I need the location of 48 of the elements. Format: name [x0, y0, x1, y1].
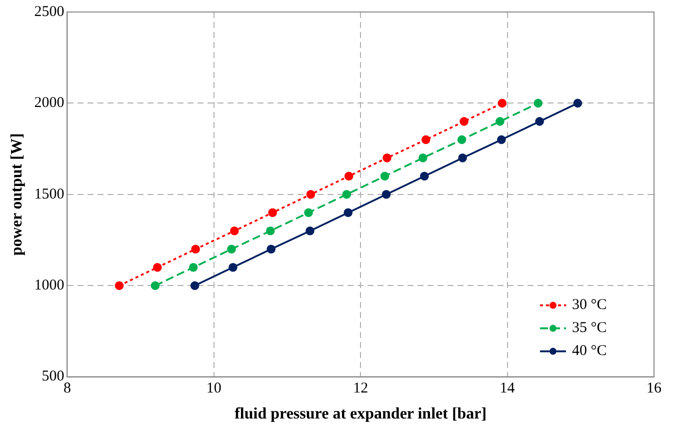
- point: [421, 135, 430, 144]
- legend-label: 30 °C: [572, 297, 607, 314]
- point: [497, 135, 506, 144]
- x-tick-label: 12: [353, 380, 368, 397]
- x-tick-label: 14: [500, 380, 516, 397]
- point: [382, 190, 391, 199]
- point: [498, 98, 507, 108]
- y-tick-label: 2500: [34, 4, 64, 20]
- point: [460, 117, 468, 126]
- point: [150, 281, 160, 290]
- y-tick-label: 1000: [34, 278, 64, 294]
- point: [153, 262, 162, 272]
- point: [573, 98, 582, 108]
- point: [304, 208, 313, 218]
- point: [188, 262, 198, 272]
- x-tick-label: 10: [206, 380, 222, 397]
- legend-label: 40 °C: [572, 343, 607, 360]
- point: [534, 98, 543, 108]
- point: [420, 172, 429, 181]
- point: [458, 154, 467, 162]
- point: [457, 135, 466, 144]
- point: [306, 226, 314, 236]
- point: [306, 190, 316, 199]
- x-tick-label: 8: [63, 380, 71, 397]
- point: [114, 281, 124, 290]
- point: [496, 117, 504, 126]
- point: [190, 281, 200, 290]
- point: [382, 154, 392, 162]
- y-axis-title: power output [W]: [8, 133, 26, 256]
- point: [228, 262, 238, 272]
- legend-label: 35 °C: [572, 320, 607, 336]
- point: [227, 244, 236, 254]
- y-tick-label: 500: [42, 368, 64, 385]
- y-tick-label: 1500: [34, 186, 64, 202]
- point: [344, 208, 353, 218]
- point: [230, 226, 239, 236]
- point: [268, 208, 277, 218]
- point: [191, 244, 200, 254]
- point: [535, 117, 544, 126]
- point: [418, 154, 428, 162]
- point: [266, 244, 276, 254]
- point: [342, 190, 352, 199]
- x-axis-title: fluid pressure at expander inlet [bar]: [234, 406, 487, 423]
- y-tick-label: 2000: [34, 95, 64, 112]
- x-tick-label: 16: [646, 380, 662, 397]
- point: [266, 226, 275, 236]
- point: [380, 172, 390, 181]
- point: [344, 172, 354, 181]
